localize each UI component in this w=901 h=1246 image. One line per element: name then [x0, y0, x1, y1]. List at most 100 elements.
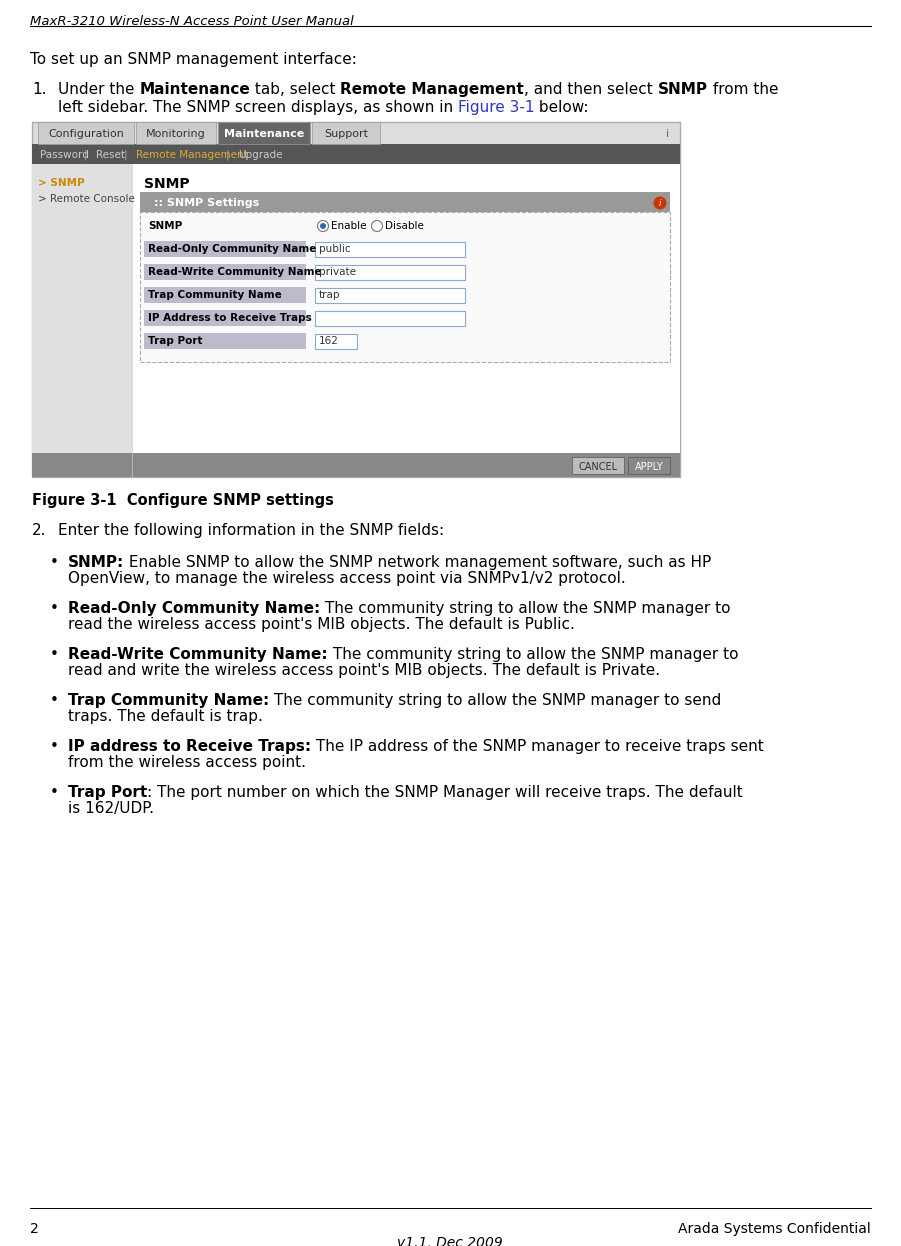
Text: trap: trap [319, 290, 341, 300]
Text: > Remote Console: > Remote Console [38, 194, 135, 204]
Circle shape [320, 223, 326, 229]
Text: Disable: Disable [385, 221, 423, 231]
Text: •: • [50, 554, 59, 569]
Text: Trap Community Name: Trap Community Name [148, 290, 282, 300]
Text: Upgrade: Upgrade [238, 150, 283, 159]
Bar [144, 310, 306, 326]
Bar [218, 122, 310, 145]
Text: Support: Support [324, 130, 368, 140]
Text: : The port number on which the SNMP Manager will receive traps. The default: : The port number on which the SNMP Mana… [147, 785, 743, 800]
Text: |: | [84, 150, 87, 161]
Text: public: public [319, 244, 350, 254]
Text: , and then select: , and then select [524, 82, 658, 97]
Text: Figure 3-1: Figure 3-1 [458, 100, 534, 115]
Text: is 162/UDP.: is 162/UDP. [68, 801, 154, 816]
Bar [32, 145, 680, 164]
Text: Enable: Enable [331, 221, 367, 231]
Bar [315, 288, 465, 303]
Text: Maintenance: Maintenance [140, 82, 250, 97]
Text: from the: from the [708, 82, 778, 97]
Text: 162: 162 [319, 336, 339, 346]
Text: read and write the wireless access point's MIB objects. The default is Private.: read and write the wireless access point… [68, 663, 660, 678]
Text: 1.: 1. [32, 82, 47, 97]
Text: The IP address of the SNMP manager to receive traps sent: The IP address of the SNMP manager to re… [311, 739, 764, 754]
Text: The community string to allow the SNMP manager to: The community string to allow the SNMP m… [328, 647, 738, 662]
Bar [315, 334, 357, 349]
Text: left sidebar. The SNMP screen displays, as shown in: left sidebar. The SNMP screen displays, … [58, 100, 458, 115]
Text: Enable SNMP to allow the SNMP network management software, such as HP: Enable SNMP to allow the SNMP network ma… [124, 554, 712, 569]
Text: Remote Management: Remote Management [135, 150, 248, 159]
Text: OpenView, to manage the wireless access point via SNMPv1/v2 protocol.: OpenView, to manage the wireless access … [68, 571, 626, 586]
Text: Under the: Under the [58, 82, 140, 97]
Text: |: | [123, 150, 127, 161]
Text: Configuration: Configuration [48, 130, 124, 140]
Bar [32, 164, 132, 477]
Circle shape [317, 221, 329, 232]
Text: Maintenance: Maintenance [223, 130, 305, 140]
Text: •: • [50, 785, 59, 800]
Text: IP Address to Receive Traps: IP Address to Receive Traps [148, 313, 312, 323]
Bar [315, 312, 465, 326]
Text: Enter the following information in the SNMP fields:: Enter the following information in the S… [58, 523, 444, 538]
Bar [32, 122, 680, 477]
Bar [136, 122, 216, 145]
Text: •: • [50, 739, 59, 754]
Bar [144, 333, 306, 349]
Text: v1.1, Dec 2009: v1.1, Dec 2009 [397, 1236, 503, 1246]
Text: i: i [667, 130, 669, 140]
Text: Read-Only Community Name:: Read-Only Community Name: [68, 601, 320, 616]
Bar [312, 122, 380, 145]
Text: read the wireless access point's MIB objects. The default is Public.: read the wireless access point's MIB obj… [68, 617, 575, 632]
Text: private: private [319, 267, 356, 277]
Text: IP address to Receive Traps:: IP address to Receive Traps: [68, 739, 311, 754]
Bar [315, 265, 465, 280]
Bar [140, 212, 670, 363]
Text: •: • [50, 601, 59, 616]
Text: SNMP: SNMP [144, 177, 189, 191]
Text: Read-Only Community Name: Read-Only Community Name [148, 244, 316, 254]
Bar [132, 164, 680, 477]
Text: CANCEL: CANCEL [578, 461, 617, 471]
Bar [144, 287, 306, 303]
Text: APPLY: APPLY [634, 461, 663, 471]
Text: 2.: 2. [32, 523, 47, 538]
Text: •: • [50, 647, 59, 662]
Bar [38, 122, 134, 145]
Text: from the wireless access point.: from the wireless access point. [68, 755, 306, 770]
Text: To set up an SNMP management interface:: To set up an SNMP management interface: [30, 52, 357, 67]
Circle shape [653, 197, 667, 209]
Bar [32, 454, 680, 477]
Text: Figure 3-1  Configure SNMP settings: Figure 3-1 Configure SNMP settings [32, 493, 334, 508]
Text: |: | [226, 150, 230, 161]
Text: tab, select: tab, select [250, 82, 341, 97]
Text: :: SNMP Settings: :: SNMP Settings [154, 198, 259, 208]
Bar [140, 192, 670, 212]
Text: Monitoring: Monitoring [146, 130, 205, 140]
Text: i: i [659, 198, 661, 208]
Text: Read-Write Community Name: Read-Write Community Name [148, 267, 322, 277]
Bar [144, 240, 306, 257]
Text: Read-Write Community Name:: Read-Write Community Name: [68, 647, 328, 662]
Circle shape [371, 221, 383, 232]
Text: Trap Community Name:: Trap Community Name: [68, 693, 269, 708]
Text: Reset: Reset [96, 150, 124, 159]
Text: Trap Port: Trap Port [148, 336, 203, 346]
Text: traps. The default is trap.: traps. The default is trap. [68, 709, 263, 724]
Bar [628, 457, 670, 473]
Text: below:: below: [534, 100, 589, 115]
Bar [572, 457, 624, 473]
Text: Remote Management: Remote Management [341, 82, 524, 97]
Bar [315, 242, 465, 257]
Text: Password: Password [40, 150, 89, 159]
Text: 2: 2 [30, 1222, 39, 1236]
Text: Trap Port: Trap Port [68, 785, 147, 800]
Text: SNMP:: SNMP: [68, 554, 124, 569]
Text: > SNMP: > SNMP [38, 178, 85, 188]
Text: The community string to allow the SNMP manager to: The community string to allow the SNMP m… [320, 601, 731, 616]
Bar [144, 264, 306, 280]
Text: SNMP: SNMP [658, 82, 708, 97]
Text: •: • [50, 693, 59, 708]
Text: The community string to allow the SNMP manager to send: The community string to allow the SNMP m… [269, 693, 722, 708]
Text: MaxR-3210 Wireless-N Access Point User Manual: MaxR-3210 Wireless-N Access Point User M… [30, 15, 354, 27]
Text: SNMP: SNMP [148, 221, 182, 231]
